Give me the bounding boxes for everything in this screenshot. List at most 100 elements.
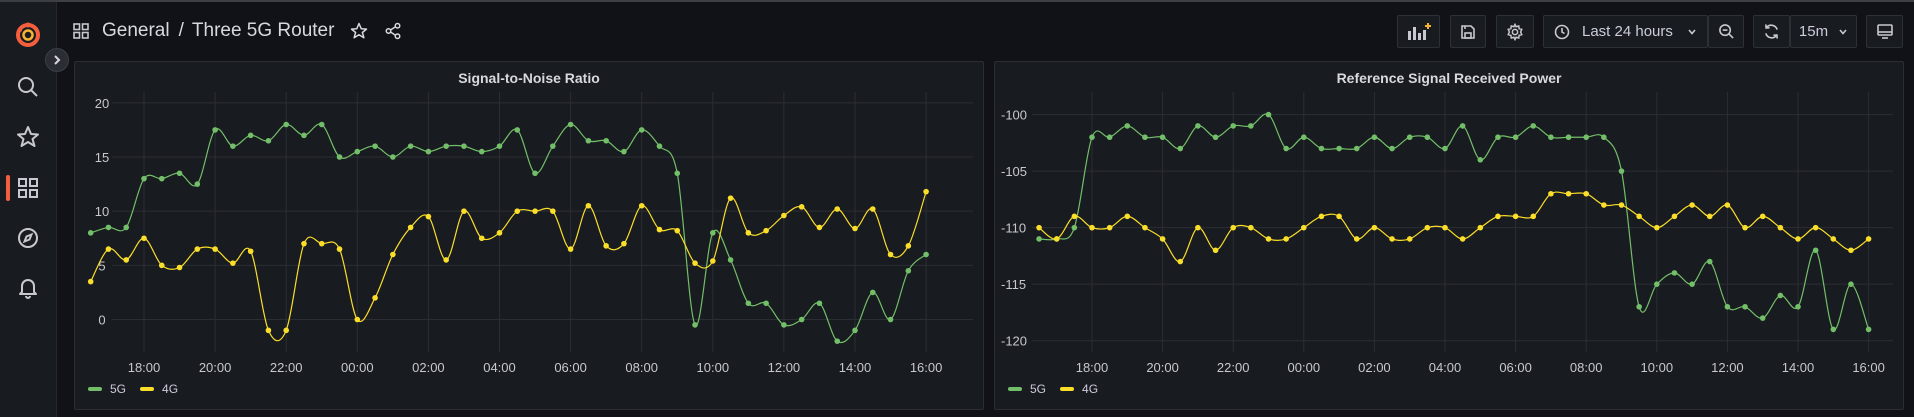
data-point-4g[interactable] bbox=[1830, 236, 1837, 242]
data-point-5g[interactable] bbox=[1459, 123, 1466, 129]
data-point-5g[interactable] bbox=[478, 148, 485, 155]
data-point-4g[interactable] bbox=[1742, 224, 1748, 231]
starred-icon[interactable] bbox=[12, 121, 44, 153]
data-point-4g[interactable] bbox=[816, 224, 823, 231]
data-point-4g[interactable] bbox=[1389, 236, 1395, 242]
data-point-4g[interactable] bbox=[1230, 224, 1236, 231]
data-point-5g[interactable] bbox=[567, 121, 574, 128]
dashboards-icon[interactable] bbox=[12, 172, 44, 204]
data-point-5g[interactable] bbox=[674, 170, 681, 177]
data-point-4g[interactable] bbox=[692, 260, 698, 266]
data-point-5g[interactable] bbox=[336, 154, 343, 160]
data-point-5g[interactable] bbox=[869, 289, 876, 296]
data-point-5g[interactable] bbox=[1777, 292, 1784, 299]
data-point-5g[interactable] bbox=[1706, 258, 1713, 265]
data-point-5g[interactable] bbox=[1230, 123, 1236, 129]
data-point-5g[interactable] bbox=[550, 143, 556, 149]
data-point-5g[interactable] bbox=[194, 181, 201, 187]
data-point-4g[interactable] bbox=[283, 327, 289, 334]
data-point-5g[interactable] bbox=[1671, 270, 1678, 276]
data-point-4g[interactable] bbox=[727, 195, 734, 201]
data-point-4g[interactable] bbox=[603, 243, 609, 249]
data-point-4g[interactable] bbox=[869, 206, 876, 212]
data-point-5g[interactable] bbox=[1283, 145, 1289, 152]
data-point-4g[interactable] bbox=[1053, 236, 1060, 242]
data-point-4g[interactable] bbox=[443, 257, 449, 263]
data-point-5g[interactable] bbox=[1795, 303, 1801, 310]
panel-title[interactable]: Reference Signal Received Power bbox=[1336, 70, 1562, 86]
data-point-5g[interactable] bbox=[158, 175, 165, 182]
data-point-4g[interactable] bbox=[1318, 213, 1325, 220]
data-point-5g[interactable] bbox=[1371, 134, 1378, 141]
data-point-4g[interactable] bbox=[105, 246, 112, 252]
data-point-5g[interactable] bbox=[532, 170, 538, 177]
data-point-5g[interactable] bbox=[372, 143, 378, 149]
data-point-4g[interactable] bbox=[745, 230, 752, 236]
data-point-4g[interactable] bbox=[265, 327, 272, 334]
data-point-5g[interactable] bbox=[638, 127, 645, 133]
data-point-4g[interactable] bbox=[247, 248, 254, 255]
data-point-5g[interactable] bbox=[692, 322, 698, 328]
snr-time-series-chart[interactable]: 18:00 20:00 22:00 00:00 02:00 04:00 06:00 08:00… bbox=[75, 62, 985, 411]
data-point-5g[interactable] bbox=[1389, 145, 1395, 152]
data-point-4g[interactable] bbox=[1724, 202, 1731, 208]
data-point-4g[interactable] bbox=[656, 226, 663, 233]
data-point-4g[interactable] bbox=[1530, 213, 1537, 220]
data-point-4g[interactable] bbox=[336, 246, 343, 252]
data-point-5g[interactable] bbox=[318, 121, 325, 128]
data-point-5g[interactable] bbox=[354, 148, 361, 155]
refresh-interval-picker[interactable]: 15m bbox=[1790, 15, 1857, 48]
data-point-4g[interactable] bbox=[1424, 224, 1431, 231]
data-point-4g[interactable] bbox=[1142, 224, 1148, 231]
data-point-5g[interactable] bbox=[496, 143, 503, 149]
data-point-5g[interactable] bbox=[585, 137, 592, 144]
data-point-4g[interactable] bbox=[710, 258, 716, 264]
data-point-4g[interactable] bbox=[354, 316, 361, 323]
data-point-5g[interactable] bbox=[1636, 303, 1642, 310]
data-point-4g[interactable] bbox=[1265, 236, 1272, 242]
data-point-5g[interactable] bbox=[1512, 134, 1519, 141]
data-point-4g[interactable] bbox=[1654, 224, 1660, 231]
data-point-5g[interactable] bbox=[603, 137, 609, 144]
data-point-5g[interactable] bbox=[781, 322, 787, 328]
data-point-4g[interactable] bbox=[230, 260, 236, 266]
data-point-4g[interactable] bbox=[763, 227, 769, 234]
data-point-5g[interactable] bbox=[390, 154, 396, 160]
data-point-5g[interactable] bbox=[1318, 145, 1325, 152]
dashboard-title[interactable]: Three 5G Router bbox=[191, 20, 335, 41]
data-point-5g[interactable] bbox=[1759, 315, 1766, 321]
data-point-5g[interactable] bbox=[887, 316, 894, 323]
data-point-4g[interactable] bbox=[1301, 224, 1307, 231]
data-point-4g[interactable] bbox=[1495, 213, 1501, 220]
legend-item-5g[interactable]: 5G bbox=[88, 382, 126, 396]
data-point-4g[interactable] bbox=[638, 202, 645, 209]
data-point-5g[interactable] bbox=[1195, 123, 1201, 129]
data-point-4g[interactable] bbox=[621, 240, 627, 247]
data-point-5g[interactable] bbox=[798, 316, 805, 323]
data-point-5g[interactable] bbox=[710, 230, 716, 236]
data-point-4g[interactable] bbox=[1195, 224, 1201, 231]
data-point-5g[interactable] bbox=[1530, 123, 1537, 129]
data-point-4g[interactable] bbox=[781, 212, 787, 219]
data-point-5g[interactable] bbox=[1212, 134, 1219, 141]
data-point-4g[interactable] bbox=[87, 278, 94, 285]
legend-item-4g[interactable]: 4G bbox=[1060, 382, 1098, 396]
data-point-4g[interactable] bbox=[1618, 202, 1625, 208]
data-point-4g[interactable] bbox=[478, 235, 485, 242]
grafana-logo-icon[interactable] bbox=[12, 19, 44, 51]
data-point-4g[interactable] bbox=[1336, 213, 1342, 220]
data-point-4g[interactable] bbox=[1124, 213, 1131, 220]
data-point-5g[interactable] bbox=[176, 170, 183, 177]
alerting-bell-icon[interactable] bbox=[12, 272, 44, 304]
data-point-4g[interactable] bbox=[1671, 213, 1678, 220]
data-point-5g[interactable] bbox=[1848, 281, 1854, 287]
data-point-4g[interactable] bbox=[798, 204, 805, 210]
data-point-4g[interactable] bbox=[1036, 224, 1042, 231]
data-point-5g[interactable] bbox=[1442, 145, 1448, 152]
data-point-4g[interactable] bbox=[1601, 202, 1607, 208]
data-point-5g[interactable] bbox=[1406, 134, 1413, 141]
data-point-5g[interactable] bbox=[105, 224, 112, 231]
data-point-5g[interactable] bbox=[1353, 145, 1360, 152]
data-point-4g[interactable] bbox=[1406, 236, 1413, 242]
data-point-4g[interactable] bbox=[852, 225, 858, 232]
